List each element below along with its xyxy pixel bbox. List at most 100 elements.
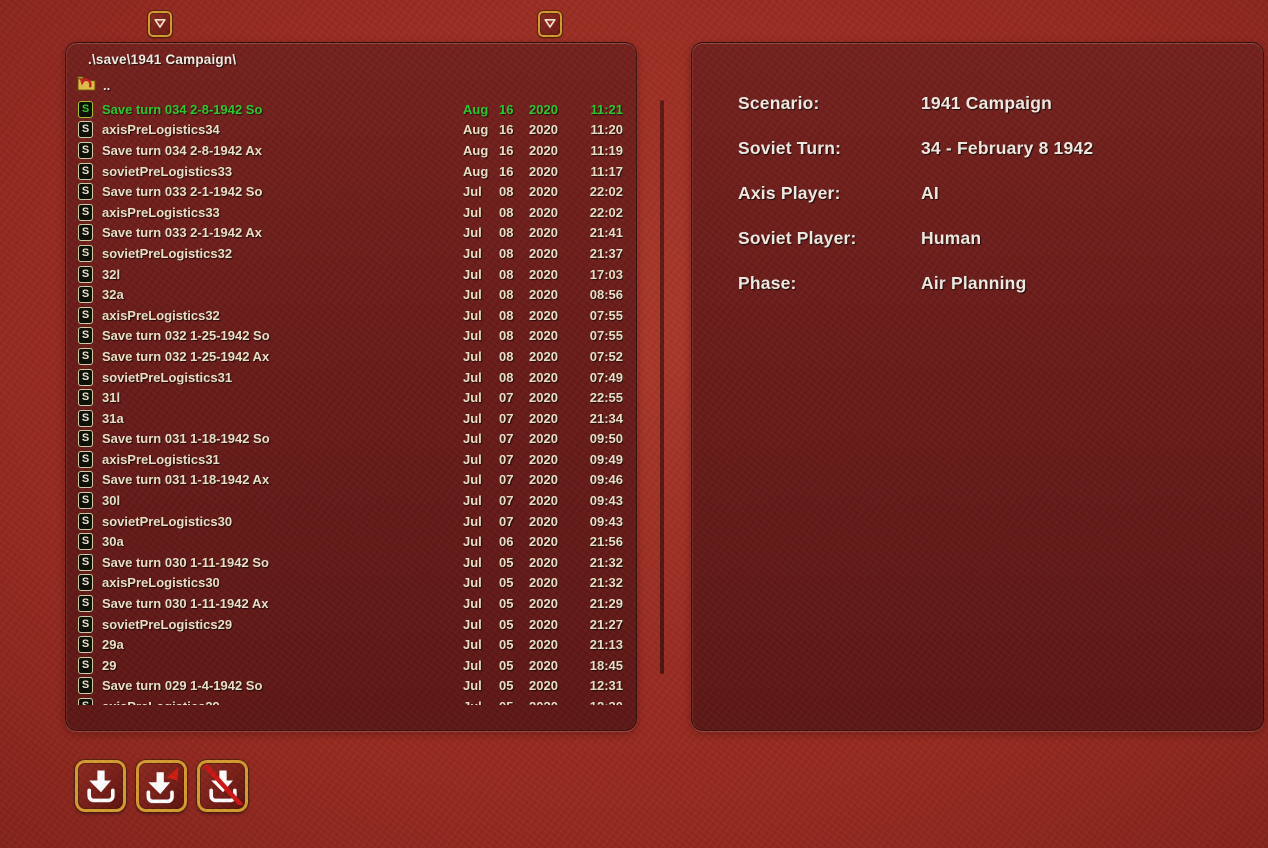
save-file-icon: S bbox=[78, 636, 93, 654]
detail-value: 1941 Campaign bbox=[921, 93, 1052, 113]
file-date-month: Jul bbox=[463, 204, 482, 220]
file-date-year: 2020 bbox=[529, 184, 558, 200]
file-row[interactable]: S Save turn 033 2-1-1942 Ax Jul 08 2020 … bbox=[78, 223, 623, 244]
save-file-icon: S bbox=[78, 492, 93, 510]
cancel-load-button[interactable] bbox=[196, 759, 249, 813]
sort-dropdown-left-button[interactable] bbox=[147, 10, 173, 38]
file-date-year: 2020 bbox=[529, 266, 558, 282]
file-date-month: Jul bbox=[463, 328, 482, 344]
file-date-day: 08 bbox=[499, 184, 514, 200]
file-date-month: Jul bbox=[463, 699, 499, 705]
file-name: axisPreLogistics33 bbox=[102, 204, 220, 220]
file-name: Save turn 029 1-4-1942 So bbox=[102, 678, 263, 694]
file-name: 30l bbox=[102, 493, 121, 509]
file-row[interactable]: S Save turn 033 2-1-1942 So Jul 08 2020 … bbox=[78, 181, 623, 202]
file-row[interactable]: S 30l Jul 07 2020 09:43 bbox=[78, 490, 623, 511]
detail-label: Soviet Player: bbox=[738, 228, 857, 248]
file-date-year: 2020 bbox=[529, 534, 558, 550]
file-row[interactable]: S Save turn 031 1-18-1942 Ax Jul 07 2020… bbox=[78, 470, 623, 491]
save-file-icon: S bbox=[78, 450, 93, 468]
file-date-day: 08 bbox=[499, 307, 514, 323]
file-row[interactable]: S axisPreLogistics30 Jul 05 2020 21:32 bbox=[78, 573, 623, 594]
file-date-month: Jul bbox=[463, 245, 482, 261]
file-date-day: 08 bbox=[499, 348, 514, 364]
file-date-day: 16 bbox=[499, 101, 514, 117]
parent-directory-item[interactable]: .. bbox=[77, 75, 110, 96]
file-row[interactable]: S Save turn 030 1-11-1942 Ax Jul 05 2020… bbox=[78, 593, 623, 614]
file-time: 11:19 bbox=[590, 142, 623, 158]
file-name: Save turn 032 1-25-1942 Ax bbox=[102, 348, 270, 364]
file-row[interactable]: S sovietPreLogistics32 Jul 08 2020 21:37 bbox=[78, 243, 623, 264]
file-date-day: 05 bbox=[499, 616, 514, 632]
file-date-year: 2020 bbox=[529, 513, 558, 529]
file-row[interactable]: S 32a Jul 08 2020 08:56 bbox=[78, 284, 623, 305]
file-name: Save turn 033 2-1-1942 So bbox=[102, 184, 263, 200]
file-row[interactable]: S sovietPreLogistics30 Jul 07 2020 09:43 bbox=[78, 511, 623, 532]
save-details-panel: Scenario: 1941 Campaign Soviet Turn: 34 … bbox=[691, 42, 1264, 731]
file-row[interactable]: S 29a Jul 05 2020 21:13 bbox=[78, 634, 623, 655]
file-date-year: 2020 bbox=[529, 451, 558, 467]
file-date-day: 16 bbox=[499, 142, 514, 158]
load-alternate-button[interactable] bbox=[135, 759, 188, 813]
file-row[interactable]: S sovietPreLogistics29 Jul 05 2020 21:27 bbox=[78, 614, 623, 635]
load-button[interactable] bbox=[74, 759, 127, 813]
parent-directory-label: .. bbox=[103, 78, 111, 93]
file-row[interactable]: S axisPreLogistics29 Jul 05 2020 12:30 bbox=[78, 696, 623, 705]
file-name: sovietPreLogistics33 bbox=[102, 163, 233, 179]
file-row[interactable]: S axisPreLogistics31 Jul 07 2020 09:49 bbox=[78, 449, 623, 470]
file-row[interactable]: S Save turn 030 1-11-1942 So Jul 05 2020… bbox=[78, 552, 623, 573]
file-date-day: 07 bbox=[499, 410, 514, 426]
file-row[interactable]: S 32l Jul 08 2020 17:03 bbox=[78, 264, 623, 285]
file-time: 21:27 bbox=[589, 616, 623, 632]
file-date-day: 08 bbox=[499, 369, 514, 385]
current-path: .\save\1941 Campaign\ bbox=[88, 52, 237, 67]
file-name: 30a bbox=[102, 534, 124, 550]
action-button-row bbox=[74, 759, 249, 813]
detail-label: Axis Player: bbox=[738, 183, 841, 203]
file-date-year: 2020 bbox=[529, 699, 575, 705]
file-date-month: Jul bbox=[463, 225, 482, 241]
detail-row: Soviet Turn: 34 - February 8 1942 bbox=[738, 126, 1243, 171]
scrollbar[interactable] bbox=[660, 100, 664, 674]
file-time: 21:37 bbox=[589, 245, 623, 261]
detail-row: Soviet Player: Human bbox=[738, 216, 1243, 261]
file-row[interactable]: S Save turn 034 2-8-1942 Ax Aug 16 2020 … bbox=[78, 140, 623, 161]
file-row[interactable]: S Save turn 032 1-25-1942 So Jul 08 2020… bbox=[78, 326, 623, 347]
file-row[interactable]: S axisPreLogistics34 Aug 16 2020 11:20 bbox=[78, 120, 623, 141]
sort-dropdown-right-button[interactable] bbox=[537, 10, 563, 38]
file-row[interactable]: S Save turn 029 1-4-1942 So Jul 05 2020 … bbox=[78, 676, 623, 697]
file-row[interactable]: S sovietPreLogistics31 Jul 08 2020 07:49 bbox=[78, 367, 623, 388]
file-date-year: 2020 bbox=[529, 431, 558, 447]
file-time: 21:13 bbox=[589, 637, 623, 653]
file-date-year: 2020 bbox=[529, 493, 558, 509]
file-time: 18:45 bbox=[589, 657, 623, 673]
file-time: 22:55 bbox=[589, 390, 623, 406]
file-row[interactable]: S 31l Jul 07 2020 22:55 bbox=[78, 387, 623, 408]
file-row[interactable]: S axisPreLogistics33 Jul 08 2020 22:02 bbox=[78, 202, 623, 223]
file-row[interactable]: S 31a Jul 07 2020 21:34 bbox=[78, 408, 623, 429]
file-row[interactable]: S Save turn 034 2-8-1942 So Aug 16 2020 … bbox=[78, 99, 623, 120]
detail-value: AI bbox=[921, 183, 939, 203]
file-time: 11:21 bbox=[590, 101, 623, 117]
file-time: 09:50 bbox=[589, 431, 623, 447]
file-row[interactable]: S axisPreLogistics32 Jul 08 2020 07:55 bbox=[78, 305, 623, 326]
file-date-day: 07 bbox=[499, 451, 514, 467]
file-date-month: Aug bbox=[463, 122, 489, 138]
file-row[interactable]: S Save turn 031 1-18-1942 So Jul 07 2020… bbox=[78, 429, 623, 450]
file-date-month: Jul bbox=[463, 493, 482, 509]
file-name: Save turn 033 2-1-1942 Ax bbox=[102, 225, 262, 241]
file-name: Save turn 031 1-18-1942 Ax bbox=[102, 472, 270, 488]
file-name: 32a bbox=[102, 287, 124, 303]
file-name: Save turn 032 1-25-1942 So bbox=[102, 328, 270, 344]
file-date-month: Jul bbox=[463, 348, 482, 364]
file-row[interactable]: S sovietPreLogistics33 Aug 16 2020 11:17 bbox=[78, 161, 623, 182]
file-date-day: 07 bbox=[499, 390, 514, 406]
file-row[interactable]: S 29 Jul 05 2020 18:45 bbox=[78, 655, 623, 676]
file-row[interactable]: S Save turn 032 1-25-1942 Ax Jul 08 2020… bbox=[78, 346, 623, 367]
file-row[interactable]: S 30a Jul 06 2020 21:56 bbox=[78, 531, 623, 552]
save-file-icon: S bbox=[78, 244, 93, 262]
file-date-day: 05 bbox=[499, 554, 514, 570]
down-triangle-icon bbox=[542, 15, 558, 34]
down-triangle-icon bbox=[152, 15, 168, 34]
